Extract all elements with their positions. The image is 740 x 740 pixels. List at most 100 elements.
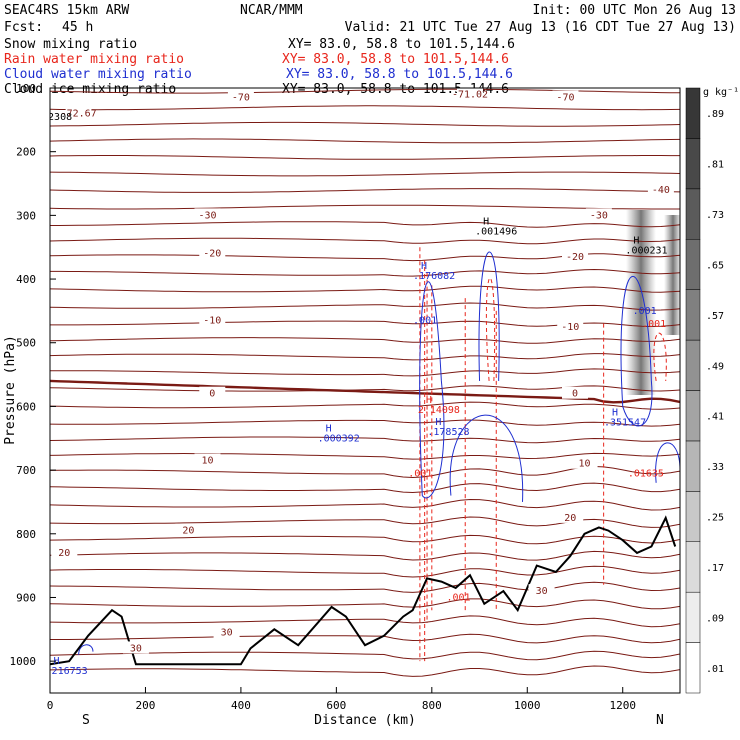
colorbar-label-7: .57 xyxy=(706,311,724,322)
annotation-value-4: .178528 xyxy=(427,427,469,438)
y-tick-label-0: 100 xyxy=(16,82,36,95)
colorbar-swatch-9 xyxy=(685,188,701,240)
isotherm-label-bg-17 xyxy=(51,545,78,558)
colorbar-label-0: .01 xyxy=(706,664,724,675)
isotherm-2 xyxy=(50,121,680,127)
colorbar-label-8: .65 xyxy=(706,260,724,271)
legend-cloudwater-name: Cloud water mixing ratio xyxy=(4,67,192,82)
annotation-value-6: .216753 xyxy=(46,666,88,677)
plot-area: -72.67 -70 -71.02 -70 -40 -30 -30 -20 -20 -10 -10 0… xyxy=(36,87,681,694)
model-name: SEAC4RS 15km ARW xyxy=(4,3,129,18)
terrain-path xyxy=(50,515,677,666)
isotherm-15 xyxy=(50,337,680,344)
x-tick-label-4: 800 xyxy=(422,699,442,712)
isotherm-22 xyxy=(50,452,680,460)
colorbar-swatch-11 xyxy=(685,87,701,139)
colorbar-label-10: .81 xyxy=(706,160,724,171)
cloud-water-contours xyxy=(78,251,680,655)
isotherm-label-bg-14 xyxy=(571,456,598,469)
isotherm-label-9: -10 xyxy=(203,315,221,326)
isotherm-label-18: 30 xyxy=(221,628,233,639)
cloud-contour-4 xyxy=(620,275,653,427)
plot-frame xyxy=(49,87,681,694)
isotherm-label-bg-8 xyxy=(562,249,588,262)
isotherm-label-10: -10 xyxy=(561,322,579,333)
isotherm-6 xyxy=(50,188,680,193)
colorbar-swatch-1 xyxy=(685,591,701,643)
isotherm-17 xyxy=(50,368,680,377)
isotherm-7 xyxy=(50,204,680,210)
annotation-marker-1: H xyxy=(633,236,639,247)
isotherm-1 xyxy=(50,105,680,111)
rain-contour-loop-1 xyxy=(485,277,496,381)
annotation-value-14: .02308 xyxy=(36,112,72,123)
temperature-isotherms xyxy=(50,88,680,677)
colorbar-swatch-8 xyxy=(685,239,701,290)
isotherm-label-6: -30 xyxy=(590,210,608,221)
isotherm-12 xyxy=(50,285,680,293)
colorbar: g kg⁻¹ .01 .09 .17 .25 .33 .41 .49 .57 .65 .73 .81… xyxy=(685,87,739,694)
isotherm-3 xyxy=(50,138,680,144)
y-axis-label: Pressure (hPa) xyxy=(3,335,18,445)
colorbar-swatch-7 xyxy=(685,289,701,341)
isotherm-label-bg-20 xyxy=(528,584,555,597)
y-tick-label-7: 800 xyxy=(16,528,36,541)
colorbar-label-9: .73 xyxy=(706,210,724,221)
isotherm-label-7: -20 xyxy=(203,249,221,260)
init-time: Init: 00 UTC Mon 26 Aug 13 xyxy=(533,3,737,18)
annotation-value-0: .001496 xyxy=(475,226,517,237)
isotherm-19 xyxy=(50,401,680,410)
isotherm-label-20: 30 xyxy=(536,586,548,597)
isotherm-label-bg-19 xyxy=(122,641,149,654)
isotherm-5 xyxy=(50,171,680,177)
annotation-marker-6: H xyxy=(54,656,60,667)
isotherm-label-bg-15 xyxy=(175,523,202,536)
colorbar-label-3: .25 xyxy=(706,513,724,524)
isotherm-label-3: -70 xyxy=(556,93,574,104)
annotation-value-9: .001 xyxy=(633,306,657,317)
cloud-contour-5 xyxy=(655,442,680,483)
colorbar-label-1: .09 xyxy=(706,613,724,624)
colorbar-swatch-5 xyxy=(685,390,701,442)
annotation-marker-4: H xyxy=(435,417,441,428)
isotherm-label-11: 0 xyxy=(209,389,215,400)
org-name: NCAR/MMM xyxy=(240,3,303,18)
isotherm-28 xyxy=(50,550,680,561)
end-label-north: N xyxy=(656,713,664,728)
x-axis-label: Distance (km) xyxy=(314,713,416,728)
isotherm-18 xyxy=(50,385,680,392)
annotation-value-8: .001 xyxy=(413,316,437,327)
colorbar-swatch-3 xyxy=(685,491,701,543)
annotation-value-3: .351547 xyxy=(604,418,646,429)
legend-rain-name: Rain water mixing ratio xyxy=(4,52,184,67)
annotation-marker-3: H xyxy=(612,408,618,419)
isotherm-label-bg-12 xyxy=(562,386,588,399)
contour-annotations: H.001496H.000231H.176082H.351547H.178528… xyxy=(36,112,668,677)
colorbar-label-4: .33 xyxy=(706,462,724,473)
isotherm-label-1: -70 xyxy=(232,93,250,104)
y-tick-label-4: 500 xyxy=(16,337,36,350)
annotation-marker-2: H xyxy=(421,261,427,272)
x-tick-label-5: 1000 xyxy=(514,699,541,712)
colorbar-swatch-2 xyxy=(685,541,701,593)
isotherm-label-bg-0 xyxy=(65,106,92,119)
annotation-value-7: 2.14098 xyxy=(418,405,460,416)
isotherm-label-14: 10 xyxy=(579,459,591,470)
cloud-contour-2 xyxy=(478,251,500,381)
isotherm-label-8: -20 xyxy=(566,252,584,263)
legend-snow-name: Snow mixing ratio xyxy=(4,37,137,52)
y-tick-label-6: 700 xyxy=(16,464,36,477)
cloud-contour-6 xyxy=(78,644,94,655)
isotherm-label-15: 20 xyxy=(182,526,194,537)
isotherm-26 xyxy=(50,516,680,528)
isotherm-16 xyxy=(50,353,680,361)
isotherm-4 xyxy=(50,155,680,160)
isotherm-21 xyxy=(50,436,680,444)
annotation-value-13: .001 xyxy=(446,593,470,604)
x-tick-label-2: 400 xyxy=(231,699,251,712)
isotherm-label-13: 10 xyxy=(201,456,213,467)
isotherm-29 xyxy=(50,565,680,578)
isotherm-14 xyxy=(50,320,680,328)
y-tick-label-9: 1000 xyxy=(10,655,37,668)
